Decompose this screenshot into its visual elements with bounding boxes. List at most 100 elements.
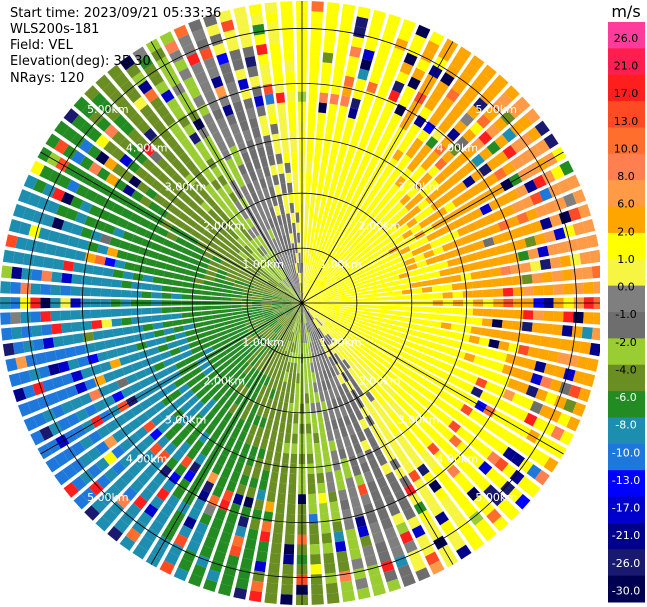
- ppi-gate: [543, 230, 557, 243]
- ppi-gate: [54, 451, 69, 467]
- ppi-gate: [419, 185, 432, 198]
- ppi-gate: [91, 498, 107, 514]
- ppi-gate: [321, 305, 332, 309]
- ppi-gate: [497, 498, 513, 514]
- ppi-gate: [79, 121, 95, 137]
- ppi-gate: [394, 554, 409, 569]
- ppi-gate: [160, 502, 175, 517]
- ppi-gate: [321, 299, 333, 302]
- ppi-gate: [448, 158, 462, 172]
- ppi-gate: [280, 412, 287, 423]
- ppi-gate: [142, 323, 154, 332]
- ppi-gate: [324, 22, 338, 34]
- ppi-gate: [384, 494, 397, 508]
- ppi-gate: [292, 172, 299, 183]
- ppi-gate: [321, 247, 328, 258]
- ppi-gate: [355, 16, 369, 29]
- ppi-gate: [64, 346, 77, 358]
- ppi-gate: [273, 293, 283, 298]
- ppi-gate: [111, 147, 126, 161]
- ppi-gate: [224, 136, 236, 149]
- ppi-gate: [88, 204, 102, 218]
- ppi-gate: [310, 308, 320, 315]
- ppi-gate: [311, 243, 316, 254]
- ppi-gate: [134, 441, 148, 455]
- ppi-gate: [302, 303, 312, 306]
- radial-spoke: [301, 151, 564, 304]
- ppi-gate: [306, 152, 313, 163]
- ppi-gate: [307, 131, 315, 143]
- ppi-gate: [251, 306, 263, 310]
- ppi-gate: [271, 62, 283, 74]
- ppi-gate: [341, 212, 350, 224]
- ppi-gate: [276, 380, 283, 391]
- ppi-gate: [144, 230, 157, 241]
- ppi-gate: [149, 428, 163, 441]
- ppi-gate: [295, 295, 302, 303]
- ppi-gate: [119, 438, 133, 453]
- ppi-gate: [269, 263, 278, 273]
- ppi-gate: [321, 325, 330, 334]
- ppi-gate: [96, 244, 109, 255]
- ppi-gate: [505, 241, 518, 253]
- ppi-gate: [307, 222, 313, 234]
- ppi-gate: [178, 427, 191, 441]
- ppi-gate: [402, 345, 414, 355]
- ppi-gate: [406, 377, 418, 389]
- ppi-gate: [296, 283, 300, 294]
- ppi-gate: [456, 96, 471, 111]
- ppi-gate: [469, 121, 484, 136]
- ppi-gate: [351, 129, 362, 142]
- ppi-gate: [374, 242, 385, 252]
- ppi-gate: [173, 58, 188, 73]
- ppi-gate: [318, 173, 326, 185]
- ppi-gate: [485, 173, 499, 187]
- ppi-gate: [303, 242, 307, 253]
- ppi-gate: [310, 402, 316, 414]
- ppi-gate: [260, 125, 270, 137]
- ppi-gate: [502, 204, 516, 218]
- ppi-gate: [326, 320, 336, 328]
- ppi-gate: [321, 272, 330, 281]
- ppi-gate: [330, 253, 339, 263]
- ppi-gate: [572, 402, 587, 417]
- ppi-gate: [54, 245, 67, 258]
- ppi-gate: [267, 228, 275, 240]
- ppi-gate: [126, 252, 138, 263]
- ppi-gate: [408, 329, 420, 337]
- ppi-gate: [214, 508, 227, 521]
- ppi-gate: [138, 246, 150, 257]
- ppi-gate: [374, 211, 385, 223]
- ppi-gate: [491, 277, 503, 287]
- ppi-gate: [348, 257, 358, 266]
- ppi-gate: [315, 266, 321, 277]
- ppi-gate: [413, 165, 426, 179]
- ppi-gate: [245, 320, 256, 326]
- ppi-gate: [382, 236, 393, 246]
- ppi-gate: [309, 202, 315, 214]
- ppi-gate: [284, 61, 295, 73]
- ppi-gate: [303, 343, 306, 354]
- ppi-gate: [411, 455, 424, 469]
- ppi-gate: [470, 169, 484, 183]
- ppi-gate: [338, 281, 349, 288]
- ppi-gate: [353, 442, 363, 455]
- ppi-gate: [446, 187, 459, 200]
- ppi-gate: [253, 314, 264, 320]
- ppi-gate: [490, 329, 502, 339]
- ppi-gate: [310, 290, 319, 298]
- ppi-gate: [322, 184, 330, 196]
- ppi-gate: [54, 348, 67, 361]
- ppi-gate: [285, 513, 296, 525]
- ppi-gate: [381, 462, 393, 476]
- ppi-gate: [283, 554, 294, 565]
- ppi-gate: [246, 257, 256, 266]
- ppi-gate: [242, 292, 253, 297]
- ppi-gate: [251, 252, 261, 262]
- ppi-gate: [402, 294, 413, 300]
- ppi-gate: [237, 78, 249, 91]
- ppi-gate: [51, 375, 65, 389]
- ppi-gate: [121, 317, 133, 326]
- range-ring-label: 2.00km: [359, 375, 401, 388]
- ppi-gate: [70, 310, 82, 320]
